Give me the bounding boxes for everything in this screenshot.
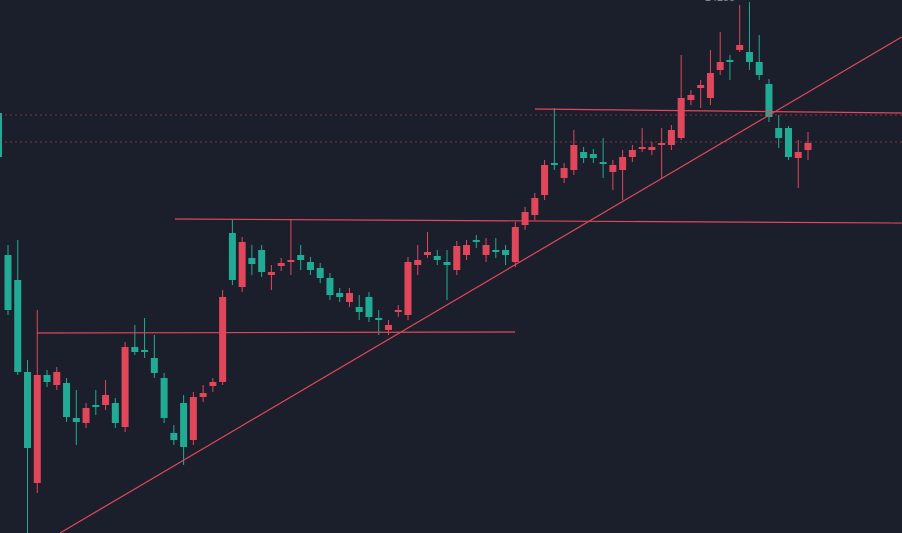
candle-body bbox=[199, 393, 207, 397]
candle-body bbox=[394, 310, 402, 312]
candle-body bbox=[43, 375, 51, 382]
candle-body bbox=[511, 227, 519, 262]
candle-body bbox=[648, 147, 656, 150]
candle-body bbox=[180, 403, 188, 447]
candle-body bbox=[131, 347, 139, 352]
candle-body bbox=[404, 262, 412, 315]
candle-body bbox=[228, 233, 236, 280]
candle-body bbox=[375, 318, 383, 320]
candle-body bbox=[775, 128, 783, 138]
candle-body bbox=[463, 245, 471, 255]
candle-body bbox=[287, 260, 295, 262]
candle-body bbox=[238, 242, 246, 287]
edge-marker bbox=[0, 113, 2, 157]
drawn-line bbox=[59, 36, 902, 533]
candle-body bbox=[33, 375, 41, 483]
candle-body bbox=[189, 397, 197, 440]
candle-body bbox=[365, 297, 373, 317]
candle-body bbox=[121, 347, 129, 427]
candle-body bbox=[716, 62, 724, 70]
candle-body bbox=[53, 372, 61, 385]
candle-body bbox=[384, 325, 392, 330]
candle-body bbox=[492, 250, 500, 252]
candle-body bbox=[345, 293, 353, 302]
candle-body bbox=[267, 272, 275, 275]
candle-body bbox=[706, 73, 714, 98]
candle-body bbox=[697, 85, 705, 88]
candle-body bbox=[111, 403, 119, 423]
candle-body bbox=[160, 378, 168, 418]
candle-body bbox=[521, 212, 529, 225]
candle-body bbox=[560, 168, 568, 178]
candle-body bbox=[414, 260, 422, 265]
candle-body bbox=[502, 250, 510, 255]
candle-body bbox=[316, 268, 324, 278]
candle-body bbox=[755, 62, 763, 75]
candle-body bbox=[219, 297, 227, 382]
candle-body bbox=[297, 255, 305, 260]
candle-body bbox=[453, 246, 461, 270]
drawn-line bbox=[36, 331, 516, 334]
candle-body bbox=[599, 162, 607, 164]
candle-body bbox=[72, 418, 80, 422]
candle-body bbox=[687, 95, 695, 100]
candle-body bbox=[619, 157, 627, 170]
candle-body bbox=[209, 382, 217, 386]
candle-body bbox=[102, 395, 110, 405]
candle-body bbox=[355, 307, 363, 312]
candle-body bbox=[24, 372, 32, 448]
candle-body bbox=[531, 198, 539, 215]
candle-body bbox=[150, 358, 158, 373]
candle-body bbox=[765, 84, 773, 117]
candle-body bbox=[326, 278, 334, 295]
candle-body bbox=[628, 150, 636, 157]
candle-body bbox=[736, 45, 744, 50]
drawn-line bbox=[174, 218, 902, 224]
candle-body bbox=[570, 145, 578, 170]
candle-body bbox=[14, 280, 22, 372]
candle-body bbox=[248, 258, 256, 264]
candle-body bbox=[482, 245, 490, 255]
candle-body bbox=[658, 143, 666, 145]
candle-body bbox=[4, 255, 12, 310]
candle-body bbox=[784, 128, 792, 157]
candle-body bbox=[336, 293, 344, 297]
candle-body bbox=[580, 152, 588, 158]
candle-body bbox=[726, 60, 734, 62]
candle-body bbox=[677, 98, 685, 138]
candle-body bbox=[433, 256, 441, 260]
candle-body bbox=[804, 143, 812, 150]
candle-body bbox=[550, 163, 558, 165]
candle-body bbox=[443, 262, 451, 265]
candle-body bbox=[170, 433, 178, 440]
candle-body bbox=[82, 408, 90, 423]
candle-body bbox=[92, 405, 100, 407]
candle-body bbox=[424, 252, 432, 255]
candle-body bbox=[667, 130, 675, 145]
candle-body bbox=[306, 262, 314, 270]
candle-body bbox=[258, 250, 266, 272]
candle-body bbox=[541, 165, 549, 195]
candle-body bbox=[609, 165, 617, 172]
candle-body bbox=[638, 147, 646, 149]
candle-body bbox=[141, 350, 149, 352]
candle-body bbox=[589, 154, 597, 158]
candle-body bbox=[277, 263, 285, 266]
candle-body bbox=[472, 240, 480, 242]
drawn-line bbox=[534, 108, 902, 114]
candle-body bbox=[63, 383, 71, 417]
candle-body bbox=[794, 152, 802, 158]
candle-body bbox=[745, 52, 753, 62]
high-annotation: 14255 bbox=[705, 0, 736, 4]
